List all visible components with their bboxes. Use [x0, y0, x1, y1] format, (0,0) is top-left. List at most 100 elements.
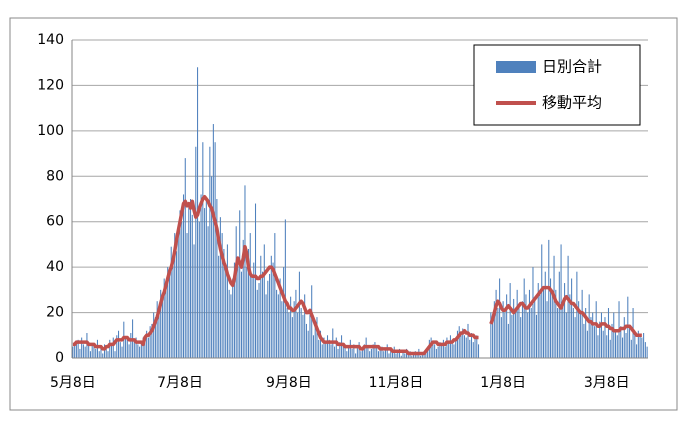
bar	[182, 194, 185, 358]
bar	[211, 176, 213, 358]
bar	[463, 335, 466, 358]
bar	[407, 353, 409, 358]
bar	[172, 262, 174, 358]
bar	[532, 267, 534, 358]
bar	[339, 342, 341, 358]
bar	[279, 278, 281, 358]
bar	[349, 339, 351, 358]
bar	[102, 353, 104, 358]
bar	[518, 303, 520, 358]
bar	[616, 335, 618, 358]
bar	[209, 146, 211, 358]
bar	[239, 210, 241, 358]
bar	[472, 342, 474, 358]
bar	[384, 348, 386, 358]
bar	[291, 317, 293, 358]
bar	[548, 239, 550, 358]
bar	[353, 344, 355, 358]
bar	[581, 289, 583, 358]
bar	[434, 344, 436, 358]
bar	[214, 142, 216, 358]
bar	[300, 308, 302, 358]
bar	[223, 248, 225, 358]
bar	[507, 323, 509, 358]
bar	[82, 344, 84, 358]
bar	[402, 351, 404, 358]
bar	[254, 203, 257, 358]
x-tick-label: 9月8日	[266, 375, 312, 391]
bar	[492, 317, 494, 358]
bar	[88, 342, 90, 358]
bar	[221, 233, 223, 358]
bar	[595, 301, 597, 358]
bar	[128, 344, 130, 358]
bar	[256, 289, 258, 358]
bar	[109, 339, 111, 358]
bar	[328, 339, 330, 358]
bar	[576, 271, 578, 358]
y-tick-label: 120	[37, 77, 64, 93]
bar	[318, 339, 320, 358]
bar	[200, 194, 202, 358]
bar	[305, 323, 307, 358]
bar	[184, 158, 186, 358]
bar	[342, 346, 344, 358]
bar	[390, 348, 392, 358]
bar	[511, 314, 513, 358]
bar	[462, 328, 464, 358]
bar	[165, 283, 167, 358]
bar	[181, 221, 183, 358]
bar	[597, 335, 599, 358]
bar	[391, 351, 394, 358]
bar	[444, 346, 446, 358]
legend-swatch	[496, 61, 536, 73]
bar	[374, 342, 376, 358]
bar	[530, 308, 532, 358]
bar	[156, 301, 158, 358]
bar	[560, 244, 562, 358]
bar	[163, 278, 165, 358]
bar	[281, 301, 283, 358]
bar	[158, 308, 160, 358]
bar	[205, 199, 207, 358]
bar	[232, 278, 234, 358]
bar	[307, 330, 309, 358]
bar	[160, 289, 162, 358]
bar	[553, 255, 555, 358]
bar	[590, 317, 592, 358]
bar	[574, 317, 576, 358]
bar	[297, 312, 299, 358]
bar	[298, 271, 300, 358]
bar	[212, 124, 214, 359]
y-tick-label: 100	[37, 123, 64, 139]
bar	[567, 255, 569, 358]
bar	[270, 255, 272, 358]
bar	[585, 308, 587, 358]
bar	[520, 317, 522, 358]
x-tick-label: 11月8日	[369, 375, 424, 391]
bar	[607, 308, 610, 358]
bar	[114, 351, 116, 358]
bar	[623, 317, 625, 358]
x-tick-label: 3月8日	[584, 375, 630, 391]
bar	[116, 335, 118, 358]
bar	[202, 142, 204, 358]
bar	[262, 271, 264, 358]
bar	[376, 346, 378, 358]
bar	[398, 348, 401, 358]
bar	[219, 217, 221, 358]
x-tick-label: 5月8日	[50, 375, 96, 391]
bar	[195, 146, 197, 358]
bar	[372, 344, 374, 358]
bar	[516, 289, 518, 358]
bar	[539, 294, 541, 358]
bar	[149, 326, 151, 358]
bar	[258, 283, 260, 358]
bar	[175, 251, 178, 358]
bar	[344, 344, 346, 358]
bar	[356, 346, 358, 358]
bar	[330, 344, 332, 358]
x-tick-label: 1月8日	[480, 375, 526, 391]
bar	[446, 337, 448, 358]
bar	[133, 339, 135, 358]
